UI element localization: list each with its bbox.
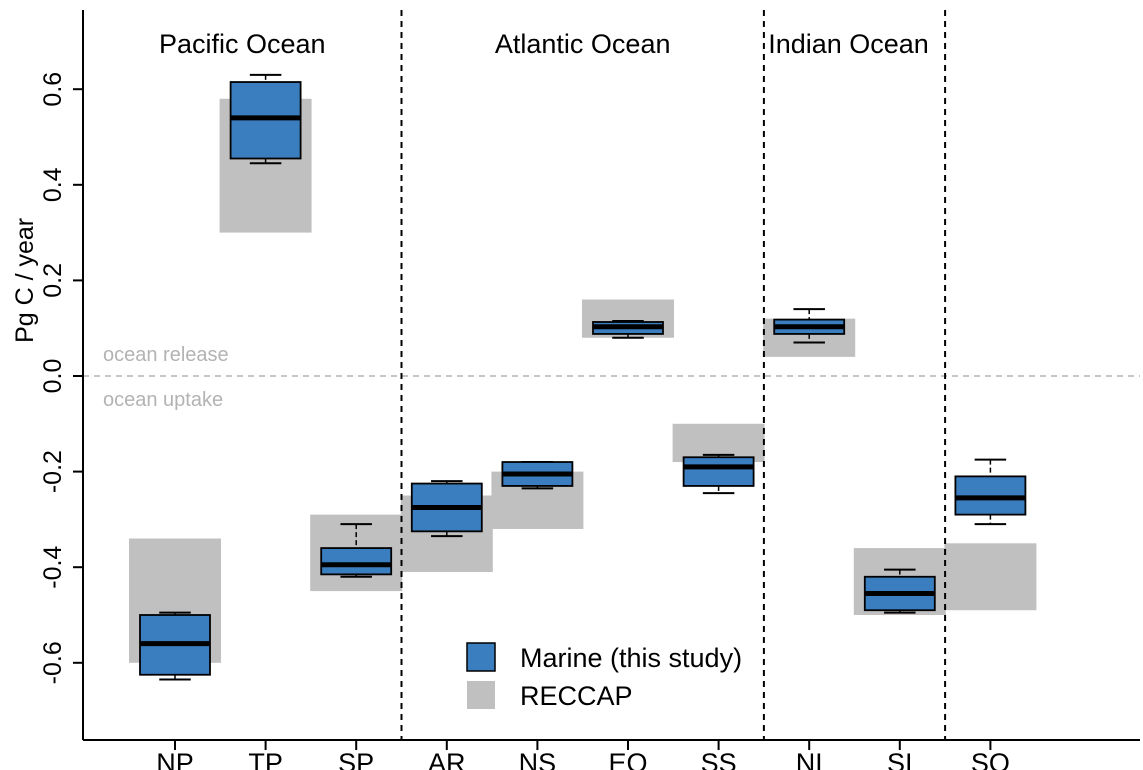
- region-label-1: Pacific Ocean: [159, 29, 326, 59]
- x-tick-label-so: SO: [971, 748, 1010, 770]
- box-np: [139, 611, 211, 681]
- legend: Marine (this study) RECCAP: [466, 642, 742, 711]
- x-tick-label-ns: NS: [519, 748, 557, 770]
- y-tick-label: -0.4: [39, 546, 67, 589]
- box-body: [320, 547, 393, 576]
- x-tick-label-ni: NI: [796, 748, 823, 770]
- box-ar: [410, 480, 483, 538]
- region-label-2: Atlantic Ocean: [495, 29, 671, 59]
- x-tick-label-si: SI: [887, 748, 913, 770]
- reccap-bar-so: [944, 543, 1037, 611]
- y-axis-label: Pg C / year: [11, 218, 39, 343]
- box-eq: [592, 320, 664, 339]
- ocean-uptake-label: ocean uptake: [103, 389, 223, 411]
- region-labels: Pacific Ocean Atlantic Ocean Indian Ocean: [159, 29, 929, 59]
- x-tick-label-eq: EQ: [608, 748, 647, 770]
- legend-marine-label: Marine (this study): [520, 643, 742, 673]
- y-tick-label: 0.4: [39, 167, 67, 202]
- box-si: [863, 568, 936, 614]
- y-tick-label: 0.0: [39, 359, 67, 394]
- x-tick-label-sp: SP: [338, 748, 374, 770]
- x-tick-label-ar: AR: [428, 748, 466, 770]
- legend-reccap-label: RECCAP: [520, 681, 633, 711]
- box-tp: [229, 73, 302, 165]
- y-tick-label: 0.2: [39, 263, 67, 298]
- box-ns: [501, 461, 574, 490]
- x-tick-label-ss: SS: [701, 748, 737, 770]
- y-tick-label: -0.2: [39, 450, 67, 493]
- box-body: [682, 456, 755, 487]
- region-label-3: Indian Ocean: [768, 29, 929, 59]
- legend-reccap-swatch: [467, 681, 495, 709]
- y-tick-label: 0.6: [39, 72, 67, 107]
- y-tick-label: -0.6: [39, 641, 67, 684]
- x-tick-label-np: NP: [156, 748, 194, 770]
- box-ni: [773, 308, 846, 344]
- box-so: [954, 458, 1027, 526]
- marine-boxes: [139, 73, 1027, 681]
- box-ss: [682, 453, 755, 495]
- axes: -0.6 -0.4 -0.2 0.0 0.2 0.4 0.6 NP TP SP AR NS EQ SS NI…: [39, 10, 1140, 770]
- x-tick-label-tp: TP: [248, 748, 283, 770]
- ocean-release-label: ocean release: [103, 344, 229, 366]
- legend-marine-swatch: [466, 642, 496, 672]
- box-sp: [320, 523, 393, 578]
- region-dividers: [400, 10, 947, 740]
- zero-reference: ocean release ocean uptake: [83, 344, 1140, 411]
